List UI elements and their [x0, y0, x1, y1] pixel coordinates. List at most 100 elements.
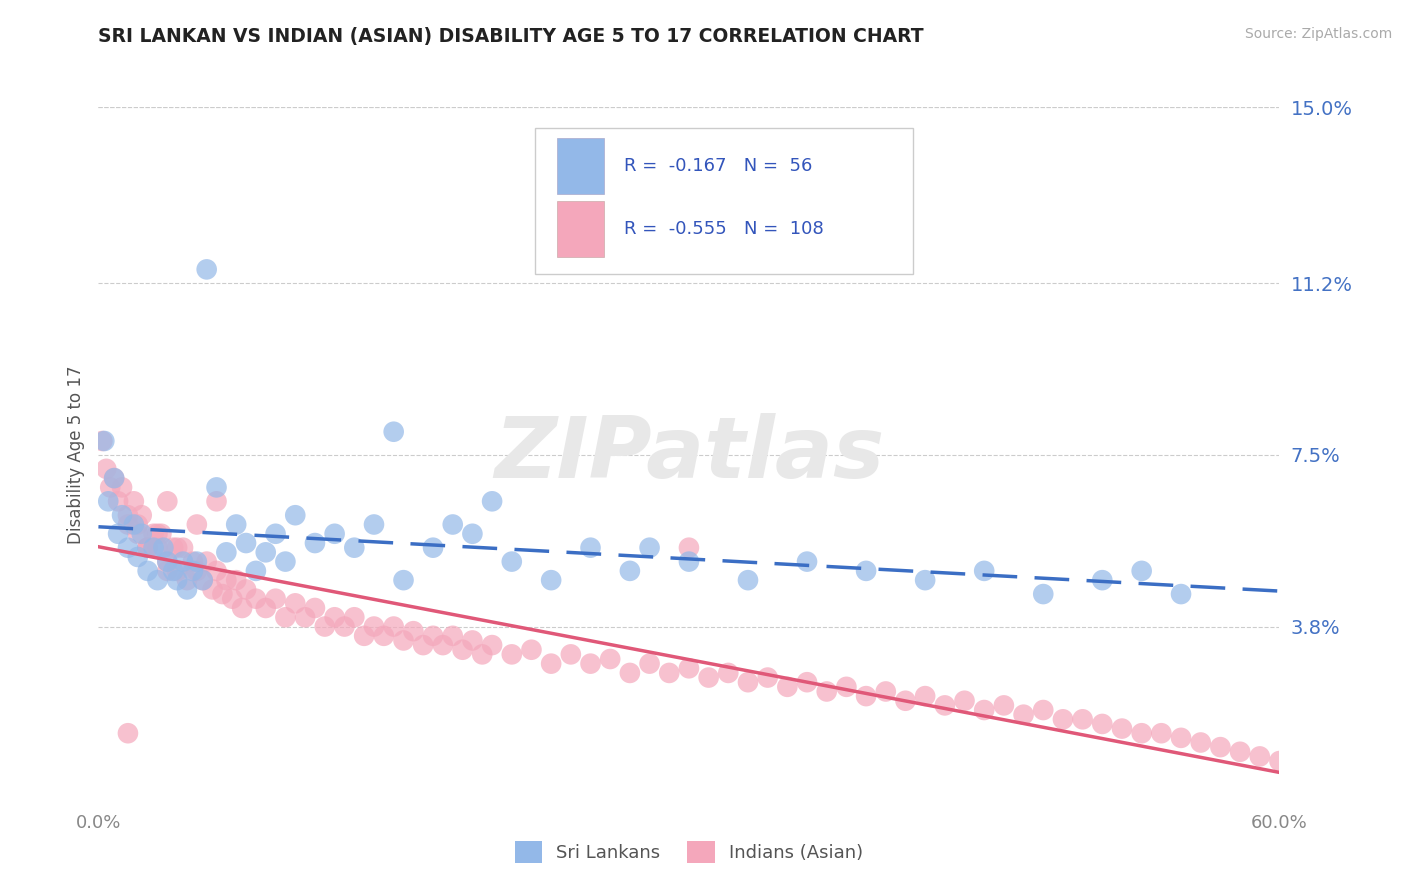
Point [146, 573, 169, 587]
Point [333, 619, 356, 633]
Point [323, 610, 346, 624]
Point [382, 619, 405, 633]
Point [127, 549, 149, 564]
Point [737, 675, 759, 690]
Point [117, 508, 139, 523]
Point [1249, 749, 1271, 764]
Point [501, 555, 523, 569]
Point [678, 555, 700, 569]
Point [343, 541, 366, 555]
Point [1170, 731, 1192, 745]
Point [392, 573, 415, 587]
Point [150, 526, 173, 541]
Point [162, 541, 184, 555]
Point [697, 671, 720, 685]
Point [1091, 573, 1114, 587]
Point [619, 665, 641, 680]
Text: R =  -0.167   N =  56: R = -0.167 N = 56 [624, 157, 813, 175]
Point [402, 624, 425, 639]
Point [166, 564, 188, 578]
Point [875, 684, 897, 698]
Point [599, 652, 621, 666]
Point [98, 480, 121, 494]
Point [142, 541, 165, 555]
FancyBboxPatch shape [536, 128, 914, 274]
Point [274, 555, 297, 569]
Point [186, 564, 208, 578]
Text: SRI LANKAN VS INDIAN (ASIAN) DISABILITY AGE 5 TO 17 CORRELATION CHART: SRI LANKAN VS INDIAN (ASIAN) DISABILITY … [98, 27, 924, 45]
Point [796, 555, 818, 569]
Point [993, 698, 1015, 713]
Point [166, 541, 188, 555]
Point [254, 545, 277, 559]
Point [172, 555, 194, 569]
Point [520, 642, 543, 657]
Point [205, 480, 228, 494]
Point [156, 555, 179, 569]
Point [146, 541, 169, 555]
Point [1111, 722, 1133, 736]
Point [1130, 726, 1153, 740]
Point [186, 517, 208, 532]
Point [231, 601, 253, 615]
Point [382, 425, 405, 439]
Point [1071, 712, 1094, 726]
Point [540, 657, 562, 671]
Point [451, 642, 474, 657]
Point [235, 582, 257, 597]
Legend: Sri Lankans, Indians (Asian): Sri Lankans, Indians (Asian) [508, 834, 870, 871]
Point [91, 434, 114, 448]
Point [117, 541, 139, 555]
Point [146, 526, 169, 541]
Point [176, 582, 198, 597]
Point [127, 526, 149, 541]
Point [294, 610, 316, 624]
Point [103, 471, 125, 485]
Point [461, 633, 484, 648]
Point [737, 573, 759, 587]
Point [619, 564, 641, 578]
Point [205, 494, 228, 508]
Point [111, 480, 134, 494]
Point [1032, 587, 1054, 601]
Point [186, 555, 208, 569]
Point [215, 545, 238, 559]
Point [953, 694, 976, 708]
Point [1052, 712, 1074, 726]
Point [195, 555, 218, 569]
Point [353, 629, 375, 643]
Point [136, 541, 159, 555]
Point [776, 680, 799, 694]
Point [1150, 726, 1173, 740]
Point [254, 601, 277, 615]
Point [284, 596, 307, 610]
Point [221, 591, 243, 606]
Point [343, 610, 366, 624]
Point [314, 619, 336, 633]
Point [152, 541, 174, 555]
Point [1229, 745, 1251, 759]
Point [131, 526, 153, 541]
Point [156, 494, 179, 508]
Point [1091, 717, 1114, 731]
Point [835, 680, 858, 694]
Point [1268, 754, 1291, 768]
Point [796, 675, 818, 690]
Point [540, 573, 562, 587]
Point [441, 629, 464, 643]
Point [422, 541, 444, 555]
Point [1012, 707, 1035, 722]
Point [264, 591, 287, 606]
Point [1032, 703, 1054, 717]
Point [638, 541, 661, 555]
Bar [557, 138, 605, 194]
Point [96, 462, 118, 476]
Point [136, 541, 159, 555]
Point [658, 665, 681, 680]
Point [201, 582, 224, 597]
Point [107, 494, 129, 508]
Point [363, 619, 385, 633]
Point [1189, 735, 1212, 749]
Point [172, 541, 194, 555]
Point [441, 517, 464, 532]
